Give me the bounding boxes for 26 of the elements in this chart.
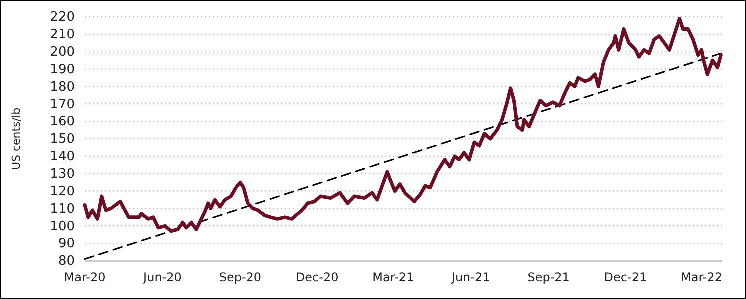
x-tick-label: Dec-20 — [296, 270, 339, 285]
x-tick-label: Sep-21 — [528, 270, 570, 285]
y-tick-label: 120 — [50, 184, 75, 200]
x-tick-label: Mar-20 — [64, 270, 106, 285]
y-tick-label: 130 — [50, 167, 75, 182]
y-tick-label: 100 — [50, 219, 75, 234]
y-tick-label: 150 — [50, 132, 75, 148]
y-tick-label: 110 — [50, 202, 75, 217]
line-series — [83, 16, 723, 234]
y-tick-label: 80 — [58, 254, 75, 270]
x-tick-label: Jun-21 — [450, 270, 490, 285]
y-tick-label: 90 — [58, 236, 75, 252]
y-tick-label: 180 — [50, 80, 75, 95]
y-axis-title: US cents/lb — [10, 108, 23, 170]
y-tick-label: 200 — [50, 45, 75, 60]
x-tick-label: Jun-20 — [142, 270, 182, 285]
y-tick-label: 220 — [50, 10, 75, 26]
y-tick-label: 170 — [50, 97, 75, 112]
y-tick-label: 160 — [50, 114, 75, 130]
y-tick-label: 190 — [50, 62, 75, 78]
y-tick-label: 210 — [50, 28, 75, 43]
y-tick-label: 140 — [50, 150, 75, 165]
x-tick-label: Sep-20 — [219, 270, 262, 285]
x-tick-label: Mar-22 — [680, 270, 722, 285]
x-tick-label: Mar-21 — [372, 270, 414, 285]
x-tick-label: Dec-21 — [604, 270, 648, 285]
